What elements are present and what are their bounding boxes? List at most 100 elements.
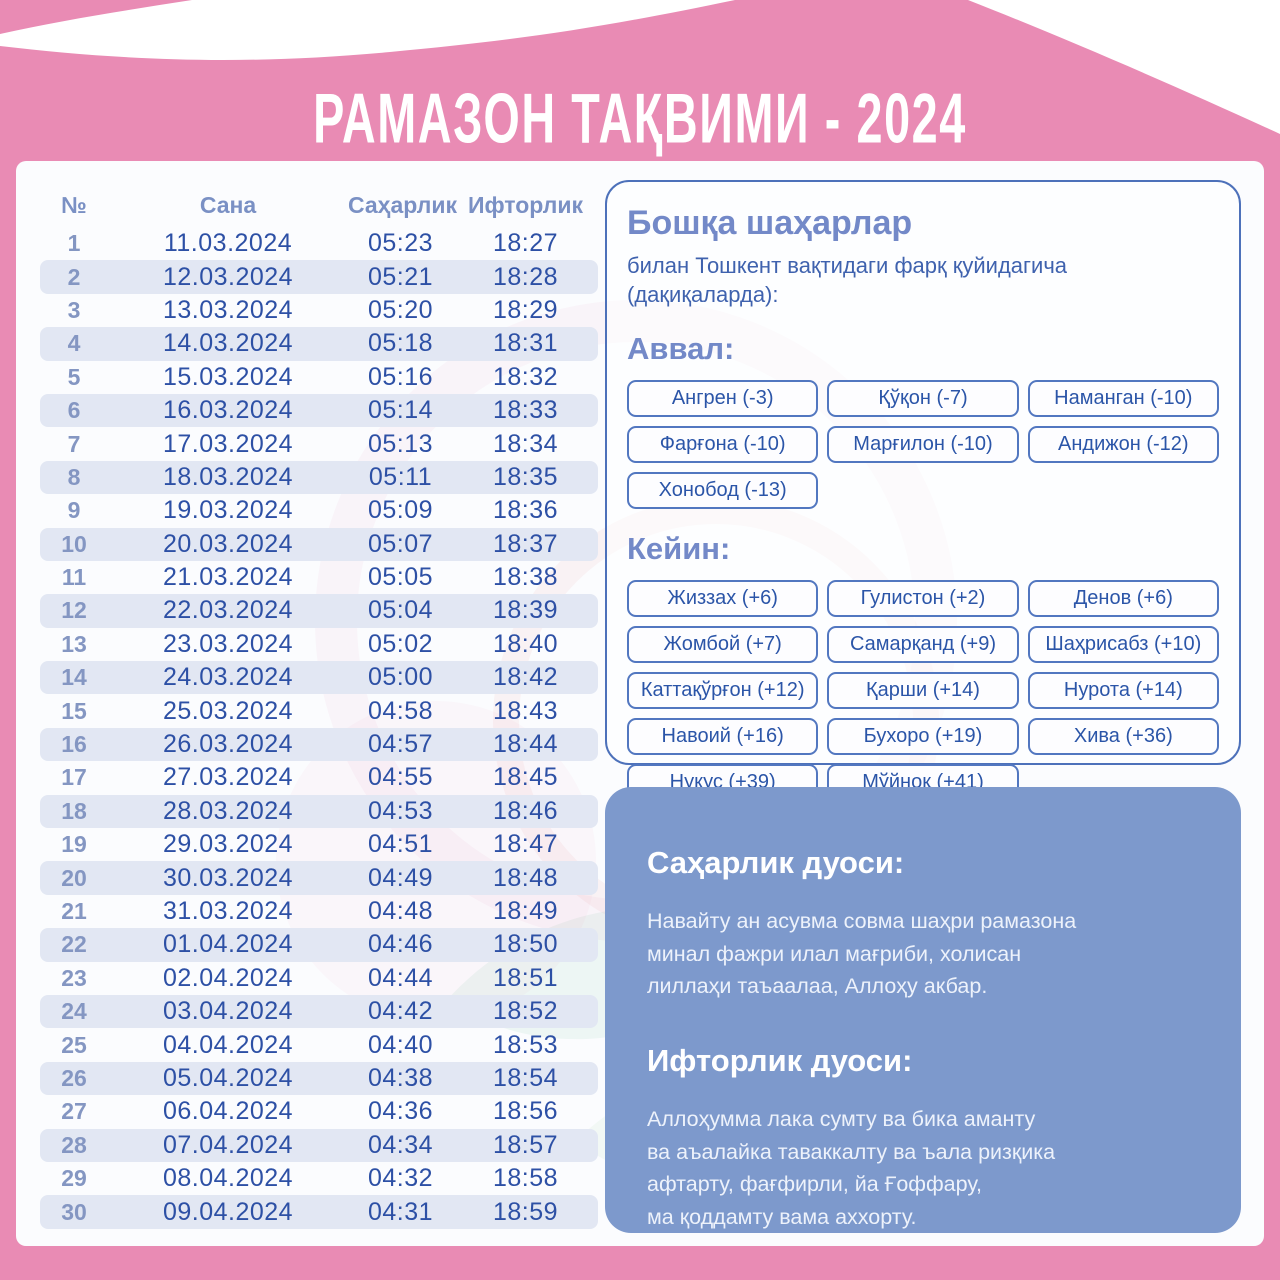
row-iftorlik-time: 18:44: [492, 730, 559, 759]
row-saharlik-time: 04:58: [367, 696, 434, 725]
row-iftorlik-time: 18:34: [492, 429, 559, 458]
row-saharlik-time: 04:51: [367, 830, 434, 859]
city-offset-chip: Қўқон (-7): [827, 380, 1019, 418]
table-row: 29 08.04.2024 04:32 18:58: [40, 1162, 598, 1195]
row-saharlik-time: 05:20: [367, 295, 434, 324]
row-date: 09.04.2024: [162, 1197, 294, 1226]
city-chip-label: Фарғона (-10): [659, 433, 786, 456]
cities-panel-title: Бошқа шаҳарлар: [627, 204, 913, 242]
other-cities-panel: Бошқа шаҳарлар билан Тошкент вақтидаги ф…: [605, 180, 1241, 802]
table-row: 26 05.04.2024 04:38 18:54: [40, 1061, 598, 1096]
prayers-panel: Саҳарлик дуоси: Навайту ан асувма совма …: [605, 787, 1241, 1233]
row-date: 05.04.2024: [162, 1063, 294, 1092]
cities-panel-subtitle: билан Тошкент вақтидаги фарқ қуйидагича …: [627, 253, 1068, 307]
iftorlik-dua-text: Аллоҳумма лака сумту ва бика аманту ва а…: [647, 1107, 1056, 1230]
after-section-label: Кейин:: [627, 531, 731, 567]
row-number: 29: [61, 1165, 87, 1192]
row-number: 7: [67, 430, 81, 457]
row-saharlik-time: 05:18: [367, 329, 434, 358]
table-row: 22 01.04.2024 04:46 18:50: [40, 928, 598, 962]
row-number: 13: [61, 630, 87, 657]
row-iftorlik-time: 18:51: [492, 963, 559, 992]
row-number: 23: [61, 964, 87, 991]
row-iftorlik-time: 18:38: [492, 563, 559, 592]
row-date: 22.03.2024: [162, 596, 294, 625]
row-saharlik-time: 04:57: [367, 730, 434, 759]
table-row: 21 31.03.2024 04:48 18:49: [40, 895, 598, 928]
row-date: 15.03.2024: [162, 362, 294, 391]
city-offset-chip: Самарқанд (+9): [827, 626, 1019, 664]
row-date: 25.03.2024: [162, 696, 294, 725]
table-row: 19 29.03.2024 04:51 18:47: [40, 828, 598, 861]
row-saharlik-time: 04:42: [367, 997, 434, 1026]
table-row: 12 22.03.2024 05:04 18:39: [40, 594, 598, 628]
city-offset-chip: Қарши (+14): [827, 672, 1019, 710]
city-offset-chip: Нурота (+14): [1027, 672, 1219, 710]
row-saharlik-time: 04:44: [367, 963, 434, 992]
city-offset-chip: Бухоро (+19): [827, 718, 1019, 756]
before-section-label: Аввал:: [627, 331, 735, 367]
table-row: 8 18.03.2024 05:11 18:35: [40, 460, 598, 495]
row-iftorlik-time: 18:45: [492, 763, 559, 792]
city-offset-chip: Хонобод (-13): [627, 472, 819, 510]
row-date: 26.03.2024: [162, 730, 294, 759]
city-chip-label: Жомбой (+7): [663, 633, 782, 656]
row-date: 17.03.2024: [162, 429, 294, 458]
row-iftorlik-time: 18:48: [492, 863, 559, 892]
row-saharlik-time: 05:13: [367, 429, 434, 458]
row-iftorlik-time: 18:58: [492, 1164, 559, 1193]
row-iftorlik-time: 18:39: [492, 596, 559, 625]
city-chip-label: Денов (+6): [1073, 587, 1173, 610]
row-date: 03.04.2024: [162, 997, 294, 1026]
row-number: 17: [61, 764, 87, 791]
row-iftorlik-time: 18:57: [492, 1130, 559, 1159]
column-header-number: №: [61, 191, 87, 218]
table-row: 20 30.03.2024 04:49 18:48: [40, 861, 598, 895]
row-number: 10: [61, 530, 87, 557]
row-iftorlik-time: 18:35: [492, 462, 559, 491]
row-date: 11.03.2024: [163, 229, 293, 258]
row-date: 24.03.2024: [162, 663, 294, 692]
row-date: 20.03.2024: [162, 529, 294, 558]
city-offset-chip: Навоий (+16): [627, 718, 819, 756]
city-chip-label: Самарқанд (+9): [849, 633, 997, 656]
row-number: 12: [61, 597, 87, 624]
row-number: 21: [61, 898, 87, 924]
table-row: 18 28.03.2024 04:53 18:46: [40, 794, 598, 829]
row-saharlik-time: 05:05: [367, 563, 434, 592]
row-saharlik-time: 05:07: [367, 529, 434, 558]
row-saharlik-time: 04:53: [367, 796, 434, 825]
city-chip-label: Наманган (-10): [1054, 387, 1193, 410]
row-date: 23.03.2024: [162, 629, 294, 658]
city-offset-chip: Хива (+36): [1027, 718, 1219, 756]
row-date: 31.03.2024: [162, 897, 294, 925]
city-chip-label: Шаҳрисабз (+10): [1045, 633, 1202, 656]
content-card: № Сана Саҳарлик Ифторлик 1 11.03.2024 05…: [16, 161, 1264, 1246]
row-iftorlik-time: 18:53: [492, 1030, 559, 1059]
saharlik-dua-text: Навайту ан асувма совма шаҳри рамазона м…: [647, 909, 1077, 999]
table-row: 4 14.03.2024 05:18 18:31: [40, 327, 598, 361]
table-row: 9 19.03.2024 05:09 18:36: [40, 494, 598, 527]
city-chip-label: Бухоро (+19): [863, 725, 983, 748]
row-saharlik-time: 04:32: [367, 1164, 434, 1193]
row-saharlik-time: 04:31: [367, 1197, 434, 1226]
row-saharlik-time: 04:40: [367, 1030, 434, 1059]
table-row: 30 09.04.2024 04:31 18:59: [40, 1195, 598, 1229]
calendar-table: № Сана Саҳарлик Ифторлик 1 11.03.2024 05…: [40, 183, 598, 1229]
row-number: 18: [61, 797, 87, 824]
row-date: 19.03.2024: [162, 496, 294, 525]
row-number: 1: [67, 230, 81, 257]
row-iftorlik-time: 18:28: [492, 262, 559, 291]
row-date: 04.04.2024: [162, 1030, 294, 1059]
row-date: 12.03.2024: [162, 262, 294, 291]
table-row: 16 26.03.2024 04:57 18:44: [40, 727, 598, 762]
row-iftorlik-time: 18:46: [492, 796, 559, 825]
city-chip-label: Гулистон (+2): [860, 587, 986, 610]
city-offset-chip: Марғилон (-10): [827, 426, 1019, 464]
row-number: 11: [61, 564, 87, 591]
calendar-table-body: 1 11.03.2024 05:23 18:27 2 12.03.2024 05…: [40, 227, 598, 1229]
row-saharlik-time: 04:38: [367, 1063, 434, 1092]
row-number: 2: [67, 263, 81, 290]
row-iftorlik-time: 18:40: [492, 629, 559, 658]
row-saharlik-time: 05:11: [368, 462, 433, 491]
